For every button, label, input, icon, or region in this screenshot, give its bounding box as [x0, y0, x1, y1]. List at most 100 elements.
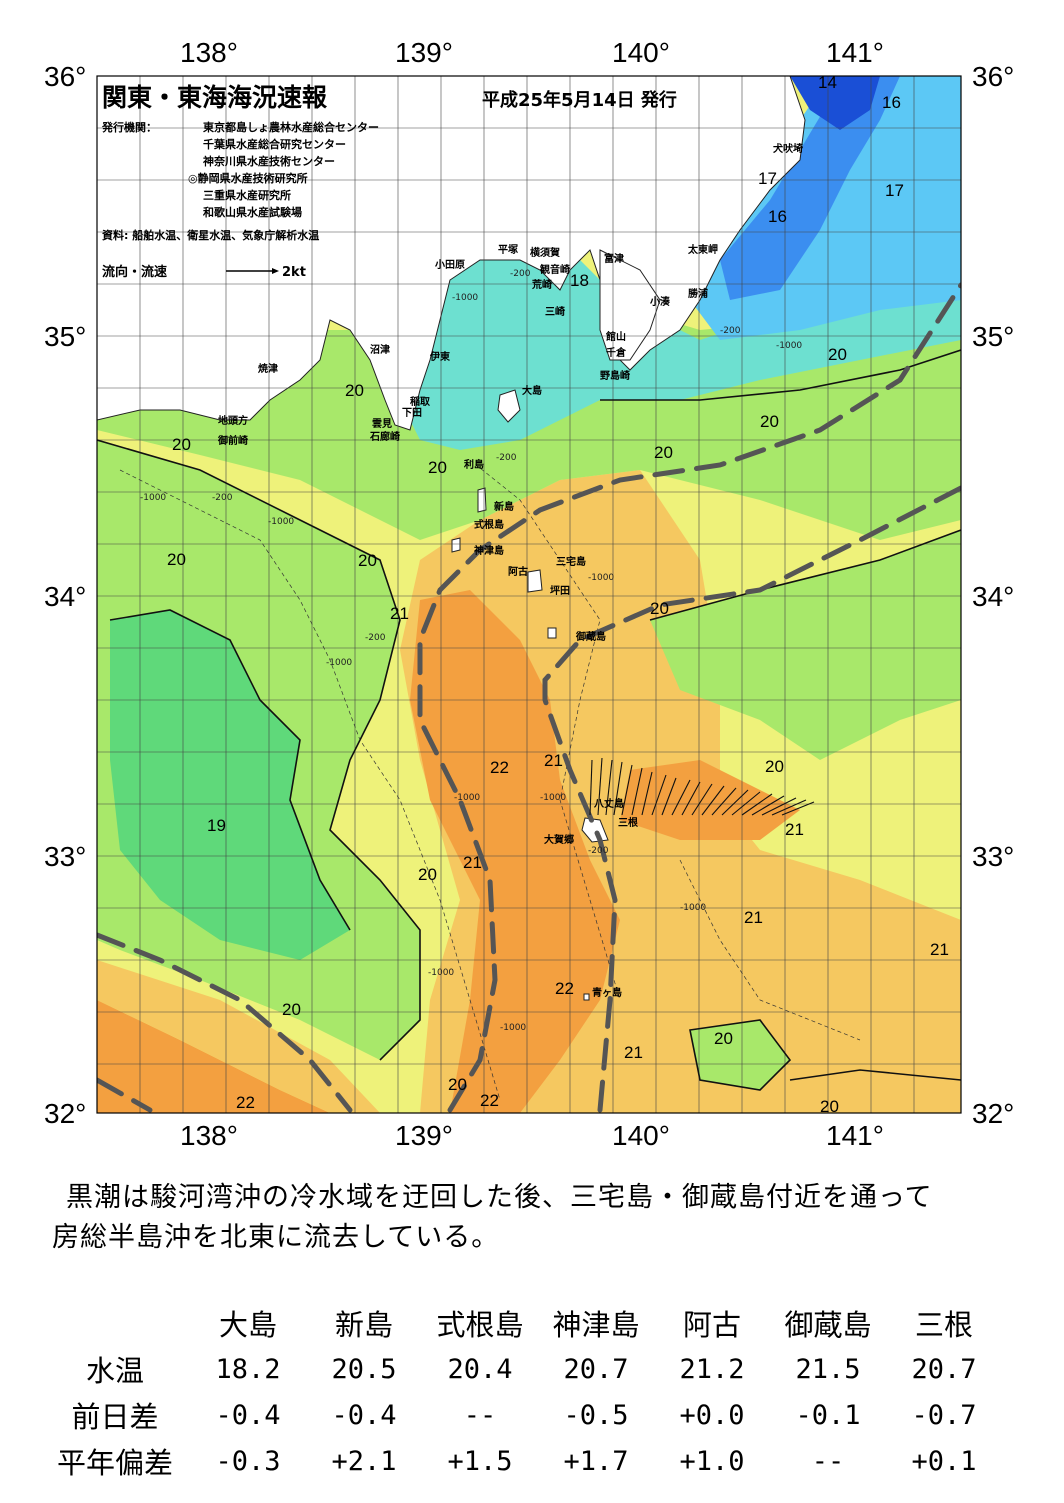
table-cell: -- — [811, 1445, 845, 1477]
lon-label-top: 139° — [395, 37, 453, 68]
water-22-central — [410, 590, 620, 1113]
flow-legend — [226, 268, 279, 274]
island-kozushima — [451, 537, 461, 553]
isotherm-label: 20 — [448, 1075, 467, 1094]
table-cell: 20.5 — [331, 1353, 397, 1385]
isotherm-label: 21 — [463, 853, 482, 872]
lon-label-bottom: 139° — [395, 1120, 453, 1151]
table-cell: 18.2 — [215, 1353, 281, 1385]
lat-label-left: 35° — [44, 321, 86, 352]
isotherm-label: 20 — [167, 550, 186, 569]
row-label: 前日差 — [71, 1400, 159, 1434]
kuroshio-axis — [97, 282, 961, 1113]
isotherm-label: 21 — [390, 604, 409, 623]
summary-line: 黒潮は駿河湾沖の冷水域を迂回した後、三宅島・御蔵島付近を通って — [66, 1182, 933, 1213]
isotherm-label: 20 — [820, 1097, 839, 1116]
svg-text:-200: -200 — [510, 269, 531, 279]
svg-text:-200: -200 — [212, 493, 233, 503]
lon-label-bottom: 138° — [180, 1120, 238, 1151]
place-label: 御蔵島 — [575, 630, 606, 643]
place-label: 小湊 — [649, 295, 671, 308]
water-22-southwest — [97, 1000, 330, 1113]
station-name: 神津島 — [552, 1308, 640, 1342]
svg-text:-1000: -1000 — [680, 903, 706, 913]
place-label: 利島 — [464, 458, 484, 471]
lon-label-bottom: 140° — [612, 1120, 670, 1151]
isotherm-label: 21 — [744, 908, 763, 927]
isotherm-lines — [97, 349, 961, 1091]
isotherm-label: 20 — [428, 458, 447, 477]
place-label: 野島崎 — [600, 369, 630, 382]
island-niijima — [477, 487, 487, 513]
svg-text:-200: -200 — [588, 846, 609, 856]
svg-text:-1000: -1000 — [540, 793, 566, 803]
place-label: 地頭方 — [218, 414, 248, 427]
station-name: 三根 — [914, 1308, 973, 1342]
isotherm-label: 20 — [654, 443, 673, 462]
station-name: 新島 — [334, 1308, 393, 1342]
isotherm-label: 22 — [555, 979, 574, 998]
lat-label-left: 33° — [44, 841, 86, 872]
isotherm-label: 16 — [882, 93, 901, 112]
station-header-row: 大島 新島 式根島 神津島 阿古 御蔵島 三根 — [40, 1300, 1002, 1346]
isotherm-label: 22 — [490, 758, 509, 777]
table-cell: 20.7 — [911, 1353, 977, 1385]
publisher-item: 東京都島しょ農林水産総合センター — [203, 120, 379, 134]
table-cell: 21.5 — [795, 1353, 861, 1385]
isotherm-label: 17 — [758, 169, 777, 188]
place-label: 三根 — [618, 816, 638, 829]
lat-label-right: 36° — [972, 61, 1014, 92]
svg-text:-1000: -1000 — [500, 1023, 526, 1033]
place-label: 御前崎 — [217, 434, 248, 447]
publisher-item: 千葉県水産総合研究センター — [203, 137, 346, 151]
lat-label-left: 32° — [44, 1098, 86, 1129]
svg-text:-1000: -1000 — [428, 968, 454, 978]
place-label: 雲見 — [372, 418, 392, 430]
summary-text: 黒潮は駿河湾沖の冷水域を迂回した後、三宅島・御蔵島付近を通って 房総半島沖を北東… — [52, 1178, 1042, 1258]
normal-anomaly-row: 平年偏差 -0.3 +2.1 +1.5 +1.7 +1.0 -- +0.1 — [40, 1438, 1002, 1484]
water-16-north — [720, 76, 900, 300]
place-label: 石廊崎 — [369, 430, 400, 443]
isotherm-label: 22 — [236, 1093, 255, 1112]
water-temp-row: 水温 18.2 20.5 20.4 20.7 21.2 21.5 20.7 — [40, 1346, 1002, 1392]
table-cell: +1.0 — [679, 1445, 745, 1477]
isotherm-label: 21 — [785, 820, 804, 839]
place-label: 稲取 — [410, 395, 431, 408]
row-label: 平年偏差 — [56, 1446, 173, 1480]
depth-contours — [119, 459, 861, 1101]
isotherm-label: 21 — [930, 940, 949, 959]
island-miyakejima — [527, 569, 543, 593]
place-label: 勝浦 — [688, 287, 708, 300]
table-cell: -0.4 — [215, 1399, 281, 1431]
place-label: 大賀郷 — [544, 833, 574, 846]
land — [97, 76, 806, 1001]
map-title: 関東・東海海況速報 — [102, 83, 328, 112]
place-label: 小田原 — [434, 258, 465, 271]
place-label: 大島 — [522, 384, 542, 397]
lat-label-left: 36° — [44, 61, 86, 92]
row-label: 水温 — [85, 1354, 144, 1388]
svg-text:-200: -200 — [365, 633, 386, 643]
table-cell: 21.2 — [679, 1353, 745, 1385]
island-mikurajima — [547, 627, 557, 639]
lat-label-right: 34° — [972, 581, 1014, 612]
lon-label-bottom: 141° — [826, 1120, 884, 1151]
table-cell: 20.4 — [447, 1353, 513, 1385]
lat-label-right: 35° — [972, 321, 1014, 352]
issue-date: 平成25年5月14日 発行 — [482, 89, 677, 111]
lon-label-top: 141° — [826, 37, 884, 68]
table-cell: +2.1 — [331, 1445, 397, 1477]
land-boso-peninsula — [599, 249, 661, 361]
place-label: 犬吠埼 — [773, 142, 803, 155]
place-label: 横須賀 — [530, 246, 560, 259]
place-label: 三崎 — [545, 305, 565, 318]
svg-text:-1000: -1000 — [140, 493, 166, 503]
isotherm-label: 21 — [544, 751, 563, 770]
table-cell: +0.1 — [911, 1445, 977, 1477]
isotherm-label: 16 — [768, 207, 787, 226]
svg-text:-200: -200 — [496, 453, 517, 463]
isotherm-label: 21 — [624, 1043, 643, 1062]
water-14-north — [790, 76, 880, 130]
map-frame — [96, 75, 962, 1114]
station-name: 阿古 — [682, 1308, 741, 1342]
